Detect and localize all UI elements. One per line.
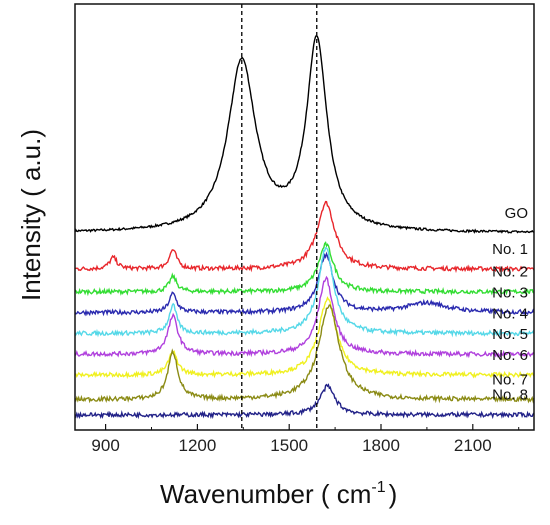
x-axis-title: Wavenumber ( cm-1) [160,479,397,509]
plot-frame [74,3,535,431]
reference-lines [241,4,318,430]
series-label-no-7: No. 7 [492,372,528,389]
series-label-no-6: No. 6 [492,347,528,364]
series-label-no-4: No. 4 [492,305,528,322]
x-axis-ticks: 900 1200 1500 1800 2100 [91,424,520,455]
series-label-no-5: No. 5 [492,326,528,343]
x-axis-title-end: ) [389,479,398,509]
series-line-no-3 [74,251,535,317]
series-line-no-5 [74,275,535,359]
series-line-go [74,34,535,234]
series-layer [74,34,535,420]
series-line-no-4 [74,247,535,338]
series-line-no-2 [74,241,535,297]
series-label-no-3: No. 3 [492,284,528,301]
series-line-no-8 [74,383,535,420]
series-label-no-1: No. 1 [492,241,528,258]
series-label-no-8: No. 8 [492,387,528,404]
x-tick-label: 900 [91,436,119,455]
series-line-no-1 [74,200,535,274]
y-axis-title: Intensity ( a.u.) [16,129,46,301]
x-tick-label: 2100 [454,436,492,455]
x-tick-label: 1800 [362,436,400,455]
series-line-no-6 [75,296,535,380]
x-tick-label: 1200 [178,436,216,455]
x-axis-title-main: Wavenumber ( cm [160,479,371,509]
series-label-go: GO [505,205,528,222]
series-line-no-7 [74,304,535,404]
series-label-no-2: No. 2 [492,264,528,281]
x-axis-title-sup: -1 [371,479,385,496]
x-tick-label: 1500 [270,436,308,455]
series-labels: GO No. 1 No. 2 No. 3 No. 4 No. 5 No. 6 No. 7No.… [492,205,528,404]
